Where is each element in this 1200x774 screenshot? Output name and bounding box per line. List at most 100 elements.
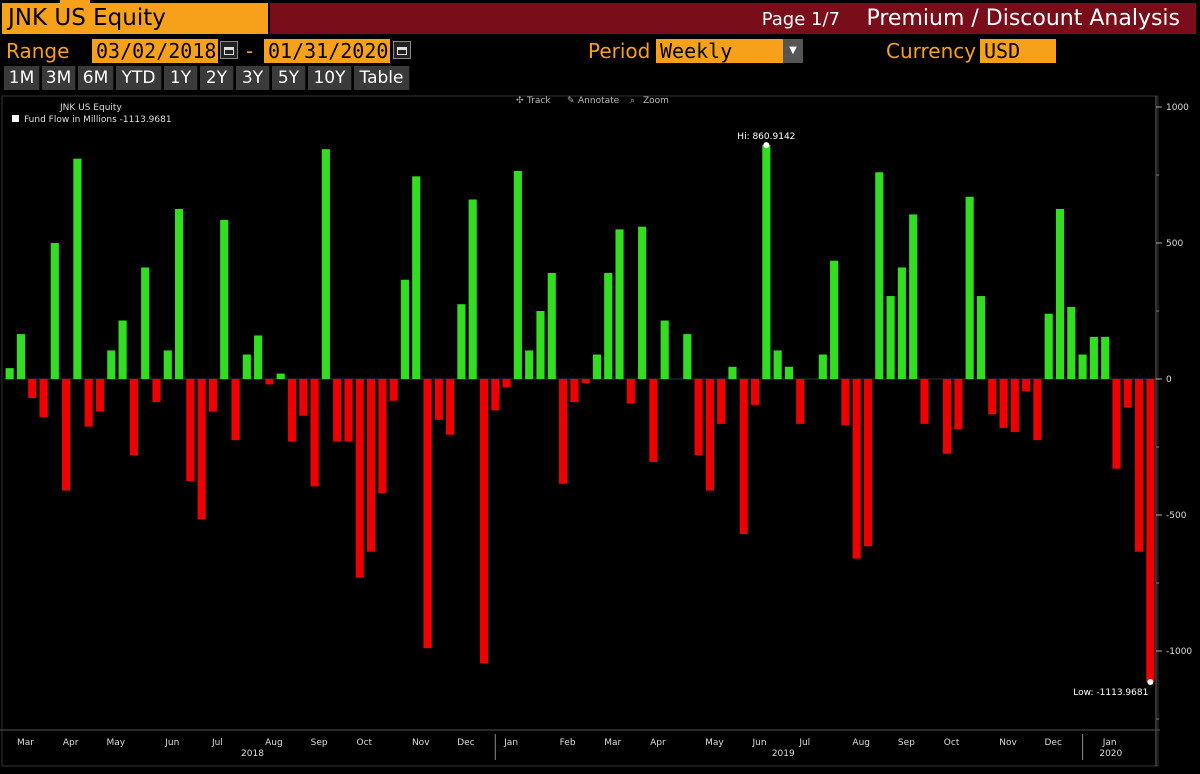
range-button-3m[interactable]: 3M [42,66,76,90]
bar [626,379,635,404]
bar [536,311,545,379]
bar [129,379,138,456]
x-tick-label: Dec [1045,738,1062,748]
legend-swatch [12,115,19,122]
bar [683,334,692,379]
page-title: Premium / Discount Analysis [866,6,1180,31]
start-date-field[interactable]: 03/02/2018 [92,39,218,63]
tab-sliver [60,0,90,3]
bar [638,226,647,379]
bar [784,366,794,379]
range-button-table[interactable]: Table [354,66,410,90]
zoom-button[interactable]: Zoom [643,96,669,106]
x-tick-label: Jun [164,738,179,748]
bar [276,373,285,379]
bar [39,379,48,418]
x-tick-label: Dec [457,738,474,748]
bar [705,379,714,491]
pencil-icon[interactable]: ✎ [567,96,575,106]
range-button-6m[interactable]: 6M [78,66,114,90]
bar [547,272,556,379]
bar [50,243,59,379]
range-button-1m[interactable]: 1M [4,66,40,90]
controls-row: Range 03/02/2018 - 01/31/2020 Period Wee… [0,38,1200,64]
bar [728,366,737,379]
bar [186,379,195,481]
bar [62,379,71,491]
x-tick-label: Jan [503,738,518,748]
bar [660,320,669,379]
page-indicator[interactable]: Page 1/7 [761,9,840,30]
bars [5,145,1155,683]
bar [942,379,952,454]
bar [739,379,748,535]
x-tick-label: Nov [999,738,1017,748]
bar [1134,379,1144,552]
range-label: Range [6,39,70,63]
top-bar: JNK US Equity Page 1/7 Premium / Discoun… [0,0,1200,38]
x-tick-label: Jul [798,738,810,748]
bar [174,209,184,379]
track-button[interactable]: Track [526,96,551,106]
range-button-ytd[interactable]: YTD [116,66,162,90]
x-tick-label: Mar [17,738,34,748]
bar [558,379,568,484]
end-date-field[interactable]: 01/31/2020 [264,39,390,63]
title-bar: Page 1/7 Premium / Discount Analysis [270,3,1196,34]
bar [16,334,26,379]
x-year-label: 2020 [1099,749,1122,759]
calendar-icon[interactable] [393,41,411,59]
bar [491,379,500,411]
bar [1010,379,1019,433]
bar [830,260,839,379]
crosshair-icon[interactable]: ✣ [516,96,524,106]
chart-toolbar: ✣ Track ✎ Annotate ⌕ Zoom [516,96,669,106]
chevron-down-icon[interactable]: ▼ [783,39,803,63]
bar [604,272,613,379]
currency-field[interactable]: USD [980,39,1056,63]
bar [299,379,308,416]
bar [208,379,218,412]
x-axis: Mar Apr May Jun Jul Aug Sep Oct Nov Dec Jan Feb Mar A… [0,729,1160,760]
bar [954,379,963,430]
high-label: Hi: 860.9142 [737,132,795,142]
bar [457,304,466,379]
bar [1044,313,1053,379]
ticker-field[interactable]: JNK US Equity [2,3,268,34]
calendar-icon[interactable] [220,41,238,59]
x-tick-label: Jul [211,738,223,748]
bar [5,368,14,379]
bar [852,379,861,559]
range-button-10y[interactable]: 10Y [308,66,352,90]
bar [1123,379,1132,408]
bar [423,379,432,649]
magnifier-icon[interactable]: ⌕ [630,96,635,106]
bar [886,296,895,379]
range-button-3y[interactable]: 3Y [236,66,270,90]
x-tick-label: May [107,738,126,748]
range-button-5y[interactable]: 5Y [272,66,306,90]
bar [762,145,771,379]
plot-frame [1,95,1159,767]
annotate-button[interactable]: Annotate [578,96,620,106]
range-dash: - [246,39,254,63]
bar [141,267,150,379]
bar [479,379,489,664]
bar [649,379,658,462]
bar [1146,379,1155,683]
range-buttons: 1M 3M 6M YTD 1Y 2Y 3Y 5Y 10Y Table [0,64,1200,92]
bar [378,379,387,494]
period-select[interactable]: Weekly [656,39,784,63]
range-button-2y[interactable]: 2Y [200,66,234,90]
y-tick-label: -500 [1166,511,1187,521]
bar [366,379,376,552]
legend-title: JNK US Equity [59,103,122,113]
bar [592,354,602,379]
x-tick-label: Nov [412,738,430,748]
range-button-1y[interactable]: 1Y [164,66,198,90]
bar [265,379,274,385]
bar [400,279,410,379]
bar [525,350,534,379]
bar [513,170,522,379]
low-marker [1147,679,1154,686]
